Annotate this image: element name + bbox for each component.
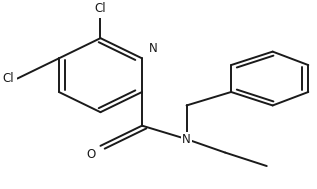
Text: O: O bbox=[87, 148, 96, 160]
Text: N: N bbox=[182, 133, 191, 146]
Text: Cl: Cl bbox=[95, 2, 106, 15]
Text: N: N bbox=[149, 42, 157, 55]
Text: Cl: Cl bbox=[2, 72, 14, 85]
